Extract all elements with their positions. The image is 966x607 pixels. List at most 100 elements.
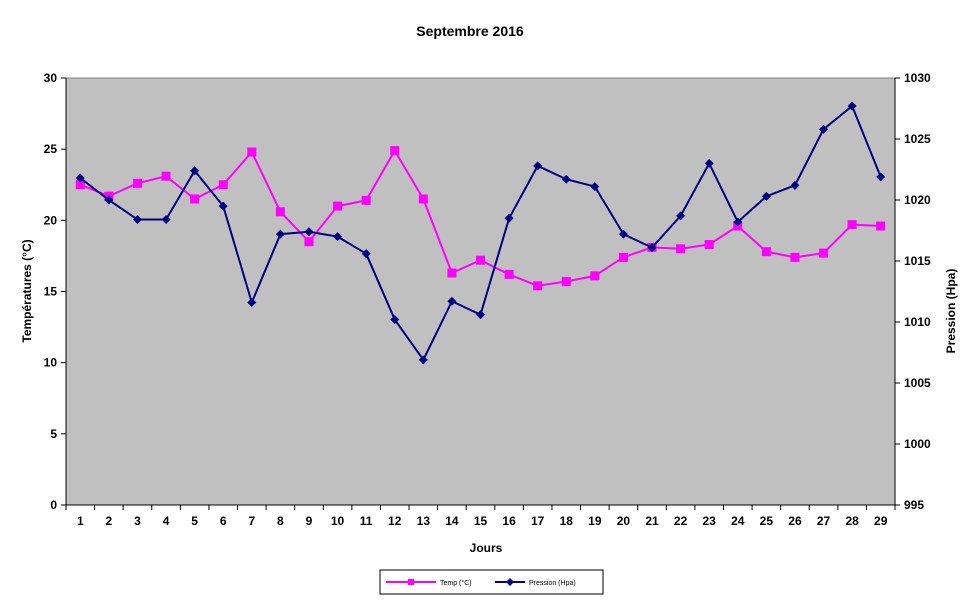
data-point-pression (390, 315, 400, 325)
data-point-temp (504, 269, 514, 279)
x-tick-label: 20 (617, 514, 631, 528)
data-point-temp (304, 237, 314, 247)
left-tick-label: 15 (44, 285, 58, 299)
right-axis: 995 1000 1005 1010 1015 1020 1025 1030 (894, 71, 931, 512)
data-point-temp (333, 201, 343, 211)
series-layer (75, 101, 886, 365)
data-point-temp (447, 268, 457, 278)
data-point-pression (847, 101, 857, 111)
right-tick-label: 1020 (904, 193, 931, 207)
data-point-temp (876, 221, 886, 231)
data-point-pression (590, 182, 600, 192)
data-point-pression (618, 229, 628, 239)
data-point-temp (847, 220, 857, 230)
data-point-temp (190, 194, 200, 204)
left-tick-label: 5 (50, 427, 57, 441)
left-tick-label: 30 (44, 71, 58, 85)
x-tick-label: 23 (703, 514, 717, 528)
data-point-pression (361, 249, 371, 259)
legend-marker-temp (408, 579, 414, 585)
x-tick-label: 21 (645, 514, 659, 528)
left-tick-label: 20 (44, 213, 58, 227)
data-point-temp (390, 146, 400, 156)
x-axis: 1 2 3 4 5 6 7 8 9 10 11 12 13 14 15 16 17 18 19 20 21 22 23 24 2… (65, 504, 896, 528)
x-tick-label: 29 (874, 514, 888, 528)
data-point-pression (190, 166, 200, 176)
data-point-pression (476, 310, 485, 320)
data-point-temp (590, 271, 600, 281)
data-point-pression (132, 215, 142, 225)
data-point-pression (247, 297, 257, 307)
x-axis-label: Jours (470, 541, 503, 555)
data-point-pression (819, 124, 829, 134)
right-tick-label: 1005 (904, 376, 931, 390)
x-tick-label: 28 (845, 514, 859, 528)
x-tick-label: 1 (77, 514, 84, 528)
legend-box (379, 569, 604, 595)
data-point-temp (704, 240, 714, 250)
data-point-pression (676, 211, 686, 221)
right-tick-label: 995 (904, 498, 924, 512)
x-tick-label: 26 (788, 514, 802, 528)
data-point-pression (104, 195, 114, 205)
right-tick-label: 1000 (904, 437, 931, 451)
data-point-pression (790, 180, 800, 190)
data-point-pression (304, 227, 314, 237)
data-point-temp (361, 195, 371, 205)
data-point-pression (647, 243, 657, 253)
data-point-temp (476, 255, 485, 265)
y-axis-label: Températures (°C) (20, 239, 34, 342)
data-point-pression (161, 215, 171, 225)
legend-marker-pression (506, 578, 514, 586)
x-tick-label: 22 (674, 514, 688, 528)
data-point-temp (161, 171, 171, 181)
data-point-temp (247, 147, 257, 157)
data-point-pression (218, 201, 228, 211)
data-point-pression (533, 161, 543, 171)
x-tick-label: 3 (134, 514, 141, 528)
data-point-pression (561, 174, 571, 184)
data-point-temp (676, 244, 686, 254)
left-tick-label: 10 (44, 356, 58, 370)
legend-label-pression: Pression (Hpa) (529, 580, 576, 587)
left-tick-label: 0 (50, 498, 57, 512)
legend: Temp (°C) Pression (Hpa) (379, 569, 604, 595)
right-tick-label: 1015 (904, 254, 931, 268)
x-tick-label: 16 (502, 514, 516, 528)
x-tick-label: 2 (106, 514, 113, 528)
left-tick-label: 25 (44, 142, 58, 156)
right-tick-label: 1010 (904, 315, 931, 329)
x-tick-label: 13 (417, 514, 431, 528)
data-point-temp (790, 252, 800, 262)
x-tick-label: 5 (191, 514, 198, 528)
x-tick-label: 19 (588, 514, 602, 528)
data-point-temp (761, 247, 771, 257)
x-tick-label: 12 (388, 514, 402, 528)
y2-axis-label: Pression (Hpa) (944, 269, 958, 354)
data-point-pression (504, 213, 514, 223)
data-point-pression (876, 172, 886, 182)
data-point-pression (333, 232, 343, 242)
x-tick-label: 25 (760, 514, 774, 528)
right-tick-label: 1030 (904, 71, 931, 85)
chart-title: Septembre 2016 (416, 23, 524, 39)
data-point-pression (704, 158, 714, 168)
data-point-temp (819, 248, 829, 258)
data-point-pression (447, 296, 457, 306)
data-point-pression (733, 217, 743, 227)
data-point-temp (75, 180, 85, 190)
data-point-pression (75, 173, 85, 183)
x-tick-label: 6 (220, 514, 227, 528)
x-tick-label: 7 (248, 514, 255, 528)
left-axis: 0 5 10 15 20 25 30 (44, 71, 67, 512)
data-point-temp (218, 180, 228, 190)
x-tick-label: 4 (163, 514, 170, 528)
x-tick-label: 8 (277, 514, 284, 528)
x-tick-label: 17 (531, 514, 545, 528)
data-point-temp (561, 277, 571, 287)
x-tick-label: 9 (306, 514, 313, 528)
x-tick-label: 24 (731, 514, 745, 528)
x-tick-label: 18 (560, 514, 574, 528)
